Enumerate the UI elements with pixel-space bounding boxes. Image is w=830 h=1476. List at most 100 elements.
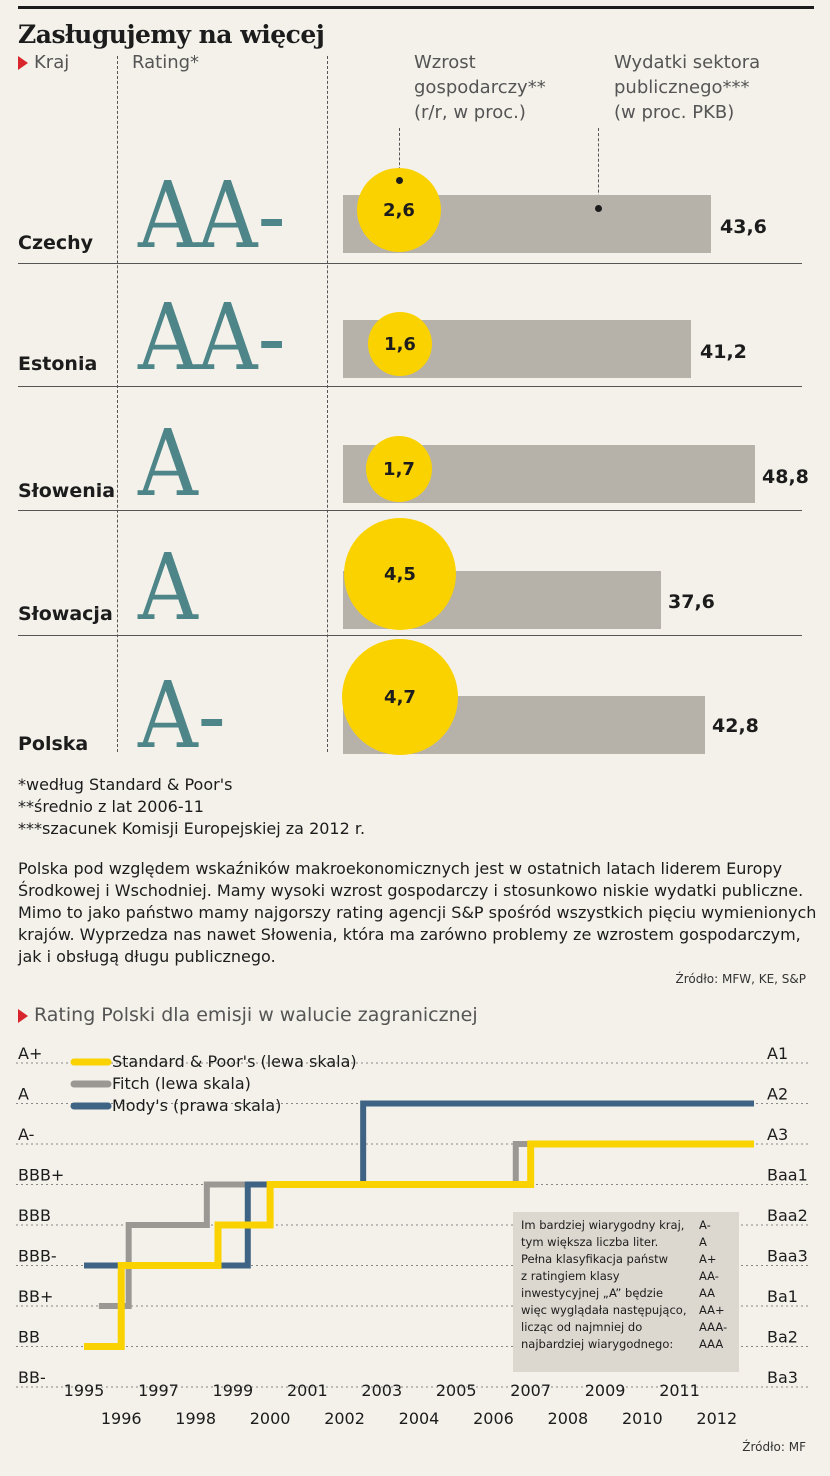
note-scale-item: AAA: [699, 1337, 723, 1351]
rating-value: AA-: [138, 284, 286, 391]
x-tick-label: 2010: [622, 1409, 663, 1428]
row-divider: [18, 386, 802, 387]
x-tick-label: 2001: [287, 1381, 328, 1400]
growth-bubble: 4,5: [344, 518, 456, 630]
col-header-growth: Wzrost gospodarczy** (r/r, w proc.): [414, 52, 546, 123]
spending-pointer-line: [598, 128, 599, 208]
x-tick-label: 1997: [138, 1381, 179, 1400]
left-scale-label: A-: [18, 1125, 34, 1144]
note-text-line: z ratingiem klasy: [521, 1269, 620, 1283]
note-scale-item: AAA-: [699, 1320, 727, 1334]
left-scale-label: A+: [18, 1044, 42, 1063]
note-scale-item: AA+: [699, 1303, 725, 1317]
x-tick-label: 2006: [473, 1409, 514, 1428]
x-tick-label: 1995: [64, 1381, 105, 1400]
description-paragraph: Polska pod względem wskaźników makroekon…: [18, 859, 817, 966]
note-text-line: tym większa liczba liter.: [521, 1235, 658, 1249]
right-scale-label: A2: [767, 1085, 788, 1104]
right-scale-label: Ba2: [767, 1328, 798, 1347]
spending-value: 43,6: [720, 216, 767, 238]
row-divider: [18, 510, 802, 511]
footnote: **średnio z lat 2006-11: [18, 797, 204, 816]
col-header-country: Kraj: [18, 50, 69, 75]
x-tick-label: 2012: [696, 1409, 737, 1428]
spending-value: 37,6: [668, 591, 715, 613]
x-tick-label: 2002: [324, 1409, 365, 1428]
triangle-marker-icon: [18, 1008, 28, 1023]
spending-value: 42,8: [712, 715, 759, 737]
note-scale-item: A+: [699, 1252, 717, 1266]
x-tick-label: 2007: [510, 1381, 551, 1400]
rating-value: A-: [138, 662, 226, 769]
series-line-sp: [84, 1140, 754, 1350]
rating-history-chart: A+AA-BBB+BBBBBB-BB+BBBB-A1A2A3Baa1Baa2Ba…: [16, 1044, 810, 1428]
country-label: Słowacja: [18, 603, 113, 625]
left-scale-label: BB: [18, 1328, 40, 1347]
column-divider: [117, 56, 118, 752]
left-scale-label: BBB: [18, 1206, 51, 1225]
note-text-line: inwestycyjnej „A” będzie: [521, 1286, 663, 1300]
country-label: Czechy: [18, 232, 94, 254]
x-tick-label: 2005: [436, 1381, 477, 1400]
right-scale-label: Baa3: [767, 1247, 808, 1266]
rating-value: A: [138, 534, 198, 641]
page-title: Zasługujemy na więcej: [18, 20, 325, 49]
note-text-line: Pełna klasyfikacja państw: [521, 1252, 668, 1266]
col-header-rating: Rating*: [132, 52, 200, 73]
x-tick-label: 2003: [361, 1381, 402, 1400]
legend-label: Mody's (prawa skala): [112, 1096, 281, 1115]
top-rule: [18, 6, 814, 9]
footnote: ***szacunek Komisji Europejskiej za 2012…: [18, 819, 366, 838]
note-text-line: licząc od najmniej do: [521, 1320, 642, 1334]
country-label: Polska: [18, 733, 89, 755]
x-tick-label: 2008: [548, 1409, 589, 1428]
growth-pointer-dot: [396, 177, 403, 184]
right-scale-label: Ba1: [767, 1287, 798, 1306]
column-divider: [327, 56, 328, 752]
spending-value: 48,8: [762, 466, 809, 488]
x-tick-label: 2011: [659, 1381, 700, 1400]
x-tick-label: 1998: [175, 1409, 216, 1428]
rating-value: A: [138, 410, 198, 517]
left-scale-label: BBB-: [18, 1247, 57, 1266]
row-divider: [18, 263, 802, 264]
right-scale-label: Baa1: [767, 1166, 808, 1185]
x-tick-label: 1999: [213, 1381, 254, 1400]
growth-bubble: 4,7: [342, 639, 458, 755]
note-text-line: Im bardziej wiarygodny kraj,: [521, 1218, 684, 1232]
note-scale-item: A-: [699, 1218, 711, 1232]
x-tick-label: 2000: [250, 1409, 291, 1428]
footnote: *według Standard & Poor's: [18, 775, 233, 794]
rating-value: AA-: [138, 162, 286, 269]
note-scale-item: AA-: [699, 1269, 719, 1283]
source-note: Źródło: MFW, KE, S&P: [675, 972, 807, 986]
note-text-line: najbardziej wiarygodnego:: [521, 1337, 673, 1351]
row-divider: [18, 635, 802, 636]
right-scale-label: Baa2: [767, 1206, 808, 1225]
right-scale-label: Ba3: [767, 1368, 798, 1387]
left-scale-label: BBB+: [18, 1166, 64, 1185]
note-scale-item: AA: [699, 1286, 715, 1300]
growth-bubble: 1,6: [368, 312, 432, 376]
triangle-marker-icon: [18, 56, 28, 70]
country-label: Słowenia: [18, 480, 116, 502]
right-scale-label: A1: [767, 1044, 788, 1063]
source-note: Źródło: MF: [742, 1440, 806, 1454]
x-tick-label: 2009: [585, 1381, 626, 1400]
spending-value: 41,2: [700, 341, 747, 363]
col-header-spending: Wydatki sektora publicznego*** (w proc. PK…: [614, 52, 761, 123]
country-label: Estonia: [18, 353, 98, 375]
x-tick-label: 2004: [399, 1409, 440, 1428]
note-box: [513, 1212, 739, 1372]
note-scale-item: A: [699, 1235, 707, 1249]
growth-pointer-line: [399, 128, 400, 180]
x-tick-label: 1996: [101, 1409, 142, 1428]
left-scale-label: BB+: [18, 1287, 53, 1306]
left-scale-label: A: [18, 1085, 29, 1104]
spending-pointer-dot: [595, 205, 602, 212]
growth-bubble: 1,7: [366, 436, 432, 502]
series-line-fitch: [98, 1141, 754, 1309]
note-text-line: więc wyglądała następująco,: [521, 1303, 686, 1317]
left-scale-label: BB-: [18, 1368, 46, 1387]
legend-label: Fitch (lewa skala): [112, 1074, 251, 1093]
